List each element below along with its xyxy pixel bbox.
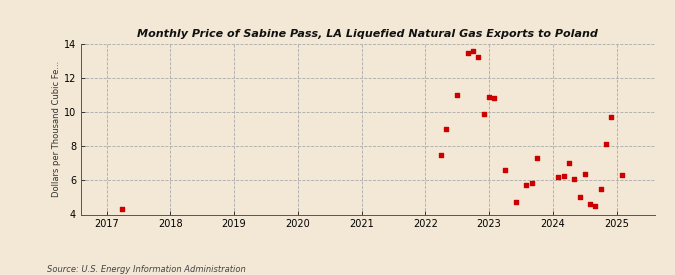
- Y-axis label: Dollars per Thousand Cubic Fe...: Dollars per Thousand Cubic Fe...: [52, 61, 61, 197]
- Point: [600, 142, 611, 146]
- Point: [462, 50, 473, 55]
- Point: [606, 115, 617, 120]
- Point: [595, 187, 606, 191]
- Point: [558, 174, 569, 178]
- Point: [500, 168, 510, 172]
- Point: [531, 156, 542, 160]
- Point: [117, 207, 128, 211]
- Point: [552, 175, 563, 179]
- Point: [579, 172, 590, 177]
- Point: [526, 181, 537, 185]
- Text: Source: U.S. Energy Information Administration: Source: U.S. Energy Information Administ…: [47, 265, 246, 274]
- Point: [616, 173, 627, 177]
- Point: [472, 54, 483, 59]
- Point: [568, 177, 579, 181]
- Point: [436, 153, 447, 157]
- Point: [564, 161, 574, 166]
- Title: Monthly Price of Sabine Pass, LA Liquefied Natural Gas Exports to Poland: Monthly Price of Sabine Pass, LA Liquefi…: [138, 29, 598, 39]
- Point: [590, 204, 601, 208]
- Point: [510, 200, 521, 204]
- Point: [468, 49, 479, 53]
- Point: [585, 202, 595, 207]
- Point: [574, 195, 585, 200]
- Point: [483, 95, 494, 99]
- Point: [520, 183, 531, 187]
- Point: [479, 112, 489, 116]
- Point: [489, 95, 500, 100]
- Point: [452, 93, 462, 97]
- Point: [441, 127, 452, 131]
